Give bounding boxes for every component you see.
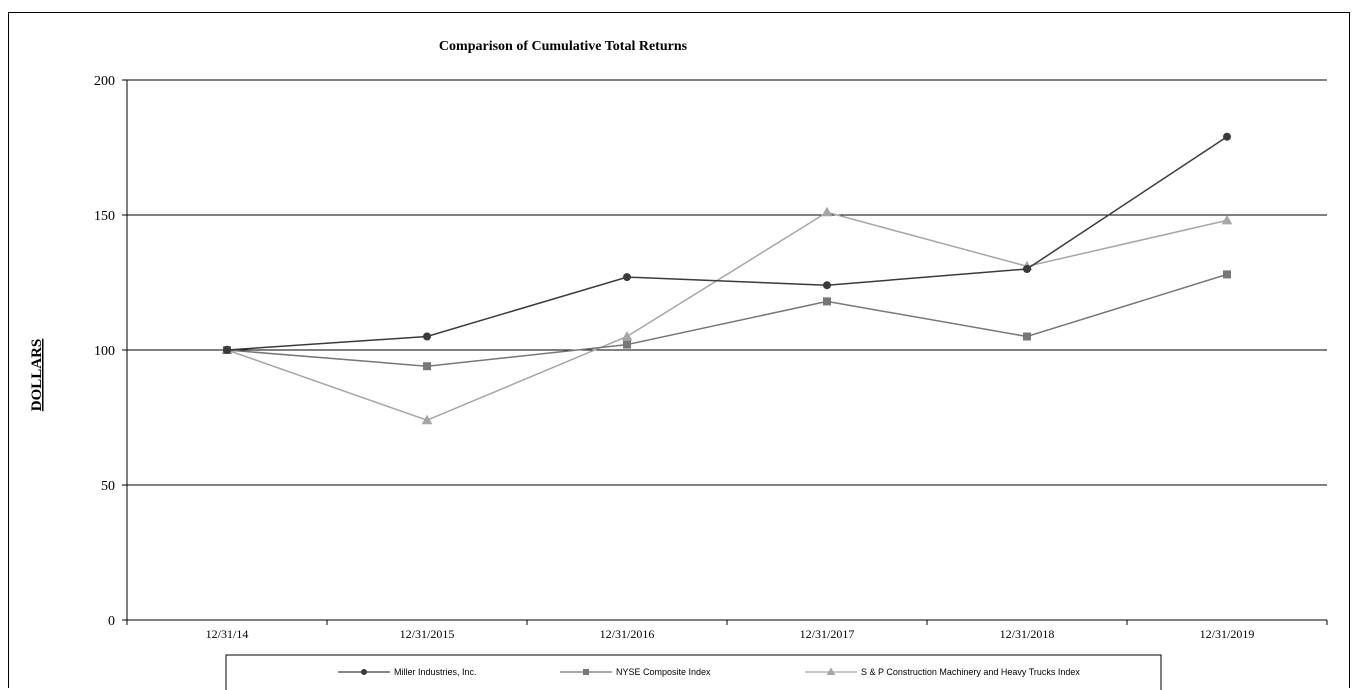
data-point-square bbox=[823, 297, 831, 306]
data-point-circle bbox=[361, 669, 367, 675]
series-line bbox=[226, 211, 1228, 422]
data-point-triangle bbox=[826, 667, 836, 675]
series-lines bbox=[221, 132, 1233, 425]
data-point-circle bbox=[223, 346, 231, 354]
data-point-circle bbox=[823, 281, 831, 290]
axes: 0 50 100 150 200 12/31/14 12/31/2015 12/31/2016… bbox=[94, 74, 1328, 641]
x-tick-label: 12/31/2018 bbox=[1000, 627, 1055, 641]
legend: Miller Industries, Inc. NYSE Composite In… bbox=[225, 654, 1162, 690]
series-line bbox=[226, 273, 1228, 367]
gridlines bbox=[127, 79, 1327, 486]
data-point-circle bbox=[623, 273, 631, 282]
x-tick-label: 12/31/2016 bbox=[600, 627, 655, 641]
data-point-square bbox=[583, 669, 589, 675]
chart-title: Comparison of Cumulative Total Returns bbox=[439, 39, 688, 54]
x-tick-label: 12/31/14 bbox=[206, 627, 249, 641]
data-point-circle bbox=[423, 332, 431, 341]
legend-label: S & P Construction Machinery and Heavy T… bbox=[861, 667, 1080, 677]
data-point-circle bbox=[1023, 265, 1031, 273]
data-point-triangle bbox=[421, 414, 433, 425]
data-point-square bbox=[1223, 270, 1231, 279]
y-tick-label: 50 bbox=[101, 479, 115, 494]
chart-frame bbox=[8, 12, 1350, 688]
data-point-square bbox=[623, 340, 631, 349]
y-tick-label: 200 bbox=[94, 74, 115, 89]
y-tick-label: 100 bbox=[94, 344, 115, 359]
legend-label: Miller Industries, Inc. bbox=[394, 667, 477, 677]
data-point-triangle bbox=[621, 330, 633, 341]
data-point-square bbox=[423, 362, 431, 371]
x-tick-label: 12/31/2019 bbox=[1200, 627, 1255, 641]
x-tick-label: 12/31/2015 bbox=[400, 627, 455, 641]
y-tick-label: 0 bbox=[108, 614, 115, 629]
legend-label: NYSE Composite Index bbox=[616, 667, 711, 677]
data-point-triangle bbox=[1221, 214, 1233, 225]
data-point-triangle bbox=[821, 206, 833, 217]
y-axis-label: DOLLARS bbox=[29, 339, 45, 412]
data-point-circle bbox=[1223, 132, 1231, 141]
data-point-square bbox=[1023, 332, 1031, 341]
y-tick-label: 150 bbox=[94, 209, 115, 224]
series-line bbox=[226, 136, 1228, 351]
x-tick-label: 12/31/2017 bbox=[800, 627, 855, 641]
